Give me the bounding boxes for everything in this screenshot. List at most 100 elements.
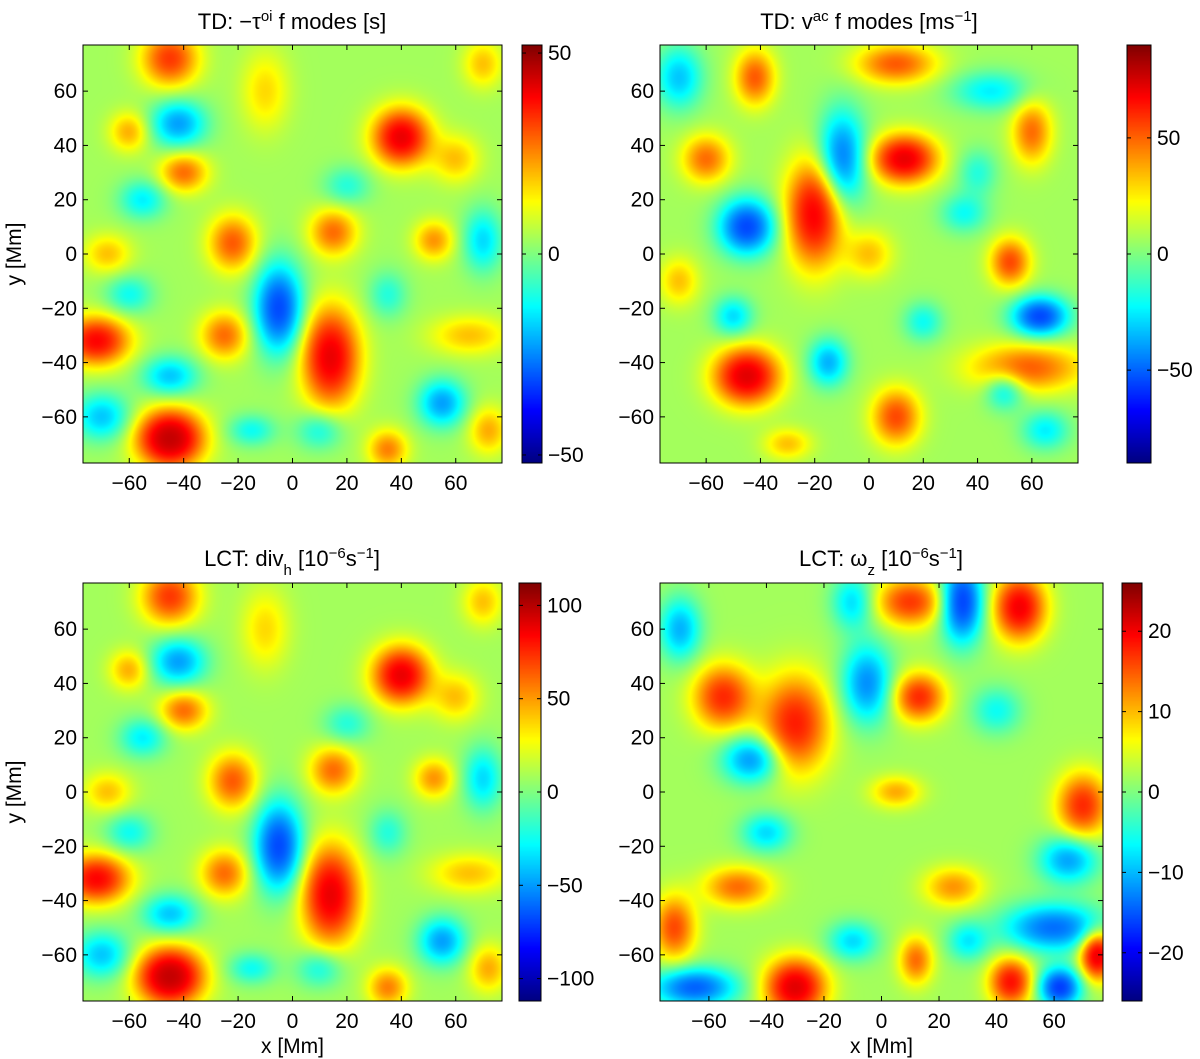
x-tick-label: −60 bbox=[111, 1010, 147, 1033]
title-text: f modes [s] bbox=[273, 9, 387, 34]
colorbar-tick-label: 50 bbox=[548, 42, 571, 65]
colorbar-tick-label: −20 bbox=[1148, 942, 1184, 965]
colorbar-tick-label: 50 bbox=[1157, 127, 1180, 150]
y-tick-label: −40 bbox=[41, 890, 77, 913]
colorbar-tick-label: 0 bbox=[1157, 243, 1169, 266]
title-text: LCT: ω bbox=[799, 546, 868, 571]
panel-2: −60 −40 −20 0 20 40 60 −60 −40 −20 0 20 40 60 TD: vac … bbox=[618, 8, 1192, 496]
title-text: ] bbox=[972, 9, 978, 34]
y-tick-label: 20 bbox=[54, 189, 77, 212]
x-tick-label: −40 bbox=[749, 1010, 785, 1033]
x-tick-label: 0 bbox=[876, 1010, 888, 1033]
heatmap-image bbox=[83, 45, 502, 463]
colorbar-tick-label: 20 bbox=[1148, 620, 1171, 643]
colorbar-tick-label: 10 bbox=[1148, 701, 1171, 724]
colorbar-gradient bbox=[519, 583, 541, 1001]
x-tick-label: −60 bbox=[688, 472, 724, 495]
title-superscript: −6 bbox=[912, 545, 929, 562]
x-tick-label: 0 bbox=[287, 472, 299, 495]
y-tick-label: 60 bbox=[54, 80, 77, 103]
x-tick-label: 0 bbox=[287, 1010, 299, 1033]
x-tick-label: −20 bbox=[220, 1010, 256, 1033]
colorbar-tick-label: 0 bbox=[547, 781, 559, 804]
y-tick-label: 20 bbox=[631, 727, 654, 750]
title-text: TD: −τ bbox=[198, 9, 261, 34]
x-tick-label: 40 bbox=[985, 1010, 1008, 1033]
y-tick-label: −20 bbox=[41, 297, 77, 320]
y-tick-label: 0 bbox=[642, 781, 654, 804]
heatmap-image bbox=[83, 583, 502, 1001]
title-text: ] bbox=[957, 546, 963, 571]
y-tick-label: −20 bbox=[618, 297, 654, 320]
y-tick-label: 40 bbox=[54, 672, 77, 695]
x-tick-label: −40 bbox=[166, 1010, 202, 1033]
title-superscript: −1 bbox=[357, 545, 374, 562]
title-text: [10 bbox=[875, 546, 912, 571]
y-axis-label: y [Mm] bbox=[3, 223, 26, 286]
colorbar-tick-label: −10 bbox=[1148, 861, 1184, 884]
x-tick-label: 60 bbox=[444, 1010, 467, 1033]
y-tick-label: 40 bbox=[631, 134, 654, 157]
x-tick-label: 40 bbox=[966, 472, 989, 495]
colorbar-tick-label: 50 bbox=[547, 688, 570, 711]
x-tick-label: −20 bbox=[797, 472, 833, 495]
x-tick-label: −20 bbox=[220, 472, 256, 495]
heatmap-image bbox=[660, 583, 1103, 1001]
x-tick-label: 20 bbox=[335, 1010, 358, 1033]
panel-title: TD: −τoi f modes [s] bbox=[198, 8, 387, 35]
y-tick-label: −60 bbox=[41, 944, 77, 967]
x-tick-label: −60 bbox=[691, 1010, 727, 1033]
x-axis-label: x [Mm] bbox=[261, 1035, 324, 1058]
title-superscript: −6 bbox=[329, 545, 346, 562]
x-tick-label: −40 bbox=[166, 472, 202, 495]
colorbar-tick-label: 100 bbox=[547, 594, 582, 617]
x-tick-label: 60 bbox=[1042, 1010, 1065, 1033]
panel-1: −60 −40 −20 0 20 40 60 −60 −40 −20 0 20 40 60 TD: −τoi… bbox=[3, 8, 584, 496]
x-tick-label: −20 bbox=[806, 1010, 842, 1033]
title-superscript: oi bbox=[261, 8, 273, 25]
title-text: [10 bbox=[292, 546, 329, 571]
y-tick-label: −60 bbox=[41, 406, 77, 429]
y-tick-label: −40 bbox=[41, 352, 77, 375]
x-tick-label: 20 bbox=[912, 472, 935, 495]
y-tick-label: 60 bbox=[631, 618, 654, 641]
x-tick-label: 60 bbox=[1020, 472, 1043, 495]
title-text: s bbox=[346, 546, 357, 571]
panel-title: LCT: ωz [10−6s−1] bbox=[799, 545, 963, 579]
panel-title: LCT: divh [10−6s−1] bbox=[204, 545, 380, 579]
y-axis-label: y [Mm] bbox=[3, 761, 26, 824]
x-axis-label: x [Mm] bbox=[850, 1035, 913, 1058]
x-tick-label: 60 bbox=[444, 472, 467, 495]
title-superscript: ac bbox=[813, 8, 829, 25]
y-tick-label: −20 bbox=[618, 835, 654, 858]
title-subscript: z bbox=[867, 562, 875, 579]
y-tick-label: 20 bbox=[631, 189, 654, 212]
x-tick-label: 20 bbox=[335, 472, 358, 495]
title-subscript: h bbox=[284, 562, 292, 579]
title-text: f modes [ms bbox=[829, 9, 955, 34]
title-text: ] bbox=[374, 546, 380, 571]
title-superscript: −1 bbox=[940, 545, 957, 562]
colorbar-tick-label: −50 bbox=[1157, 359, 1193, 382]
x-tick-label: 0 bbox=[863, 472, 875, 495]
y-tick-label: −60 bbox=[618, 944, 654, 967]
y-tick-label: 0 bbox=[65, 781, 77, 804]
y-tick-label: 40 bbox=[631, 672, 654, 695]
colorbar-tick-label: 0 bbox=[1148, 781, 1160, 804]
title-text: LCT: div bbox=[204, 546, 283, 571]
x-tick-label: 40 bbox=[390, 472, 413, 495]
colorbar-gradient bbox=[1122, 583, 1142, 1001]
y-tick-label: −60 bbox=[618, 406, 654, 429]
title-text: s bbox=[929, 546, 940, 571]
colorbar-tick-label: −100 bbox=[547, 968, 594, 991]
y-tick-label: 60 bbox=[54, 618, 77, 641]
x-tick-label: −40 bbox=[743, 472, 779, 495]
y-tick-label: 60 bbox=[631, 80, 654, 103]
title-text: TD: v bbox=[760, 9, 813, 34]
y-tick-label: 0 bbox=[642, 243, 654, 266]
y-tick-label: 0 bbox=[65, 243, 77, 266]
colorbar-tick-label: −50 bbox=[548, 444, 584, 467]
